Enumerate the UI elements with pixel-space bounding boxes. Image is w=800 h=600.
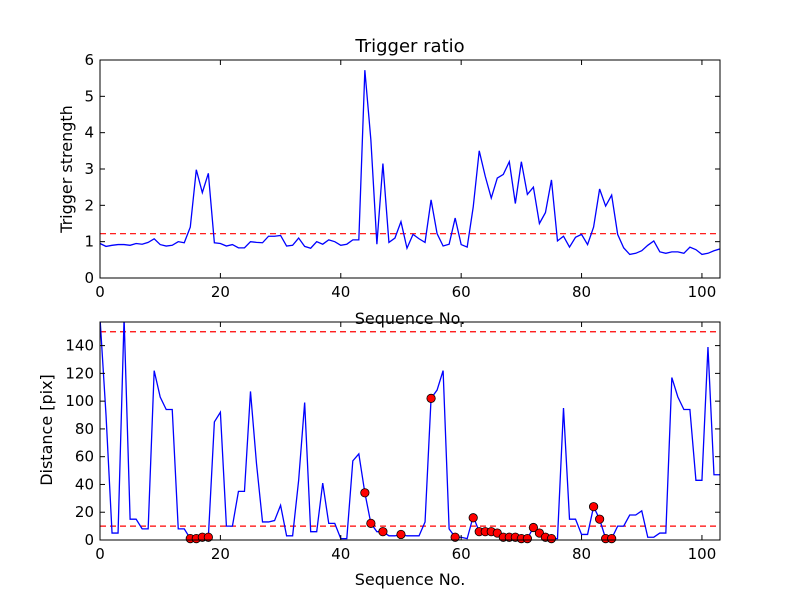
y-tick-label: 60 — [75, 448, 94, 466]
data-point-marker — [588, 502, 599, 512]
y-axis-label: Trigger strength — [57, 105, 76, 234]
y-tick-label: 0 — [84, 269, 94, 287]
data-point-marker — [595, 514, 605, 524]
data-point-marker — [546, 534, 557, 544]
x-tick-label: 40 — [331, 545, 350, 563]
distance-plot-area: 0 20 40 60 80 100 0 20 40 60 80 100 120 140 — [65, 321, 721, 563]
x-axis-label: Sequence No. — [355, 570, 466, 589]
y-tick-label: 5 — [84, 87, 94, 105]
data-point-marker — [378, 527, 388, 537]
y-tick-label: 3 — [84, 160, 94, 178]
x-tick-label: 100 — [688, 545, 717, 563]
y-tick-label: 4 — [84, 124, 94, 142]
data-point-marker — [528, 522, 538, 533]
data-point-marker — [450, 532, 460, 542]
series-line — [100, 70, 720, 256]
x-tick-label: 60 — [452, 283, 471, 301]
chart-title: Trigger ratio — [354, 36, 464, 57]
data-point-marker — [426, 393, 436, 403]
distance-chart: 0 20 40 60 80 100 0 20 40 60 80 100 120 140 Sequence … — [37, 321, 721, 589]
x-tick-label: 100 — [688, 283, 717, 301]
x-tick-label: 80 — [572, 545, 591, 563]
y-tick-label: 40 — [75, 475, 94, 493]
data-point-marker — [203, 532, 213, 542]
y-axis-label: Distance [pix] — [37, 374, 56, 486]
y-tick-label: 80 — [75, 420, 94, 438]
trigger-ratio-plot-area: 0 20 40 60 80 100 0 1 2 3 4 5 6 — [84, 51, 721, 301]
data-point-marker — [468, 513, 478, 523]
data-point-marker — [396, 529, 406, 540]
y-tick-label: 140 — [65, 337, 94, 355]
data-point-marker — [522, 534, 532, 544]
y-tick-label: 6 — [84, 51, 94, 69]
x-tick-label: 80 — [572, 283, 591, 301]
plot-frame — [99, 321, 721, 541]
plot-content — [100, 70, 720, 256]
x-axis-label: Sequence No. — [355, 309, 466, 328]
x-tick-label: 40 — [331, 283, 350, 301]
x-tick-label: 0 — [95, 545, 105, 563]
data-point-marker — [607, 534, 617, 544]
x-tick-label: 60 — [452, 545, 471, 563]
data-point-marker — [360, 488, 370, 498]
y-tick-label: 2 — [84, 196, 94, 214]
y-tick-label: 0 — [84, 531, 94, 549]
y-tick-label: 1 — [84, 233, 94, 251]
x-tick-label: 20 — [211, 283, 230, 301]
data-point-marker — [366, 518, 376, 528]
x-tick-label: 20 — [211, 545, 230, 563]
y-tick-label: 20 — [75, 503, 94, 521]
y-tick-label: 100 — [65, 392, 94, 410]
x-tick-label: 0 — [95, 283, 105, 301]
trigger-ratio-chart: Trigger ratio 0 20 40 60 80 100 0 1 2 3 4 5 6 Sequen… — [57, 36, 721, 328]
y-tick-label: 120 — [65, 364, 94, 382]
